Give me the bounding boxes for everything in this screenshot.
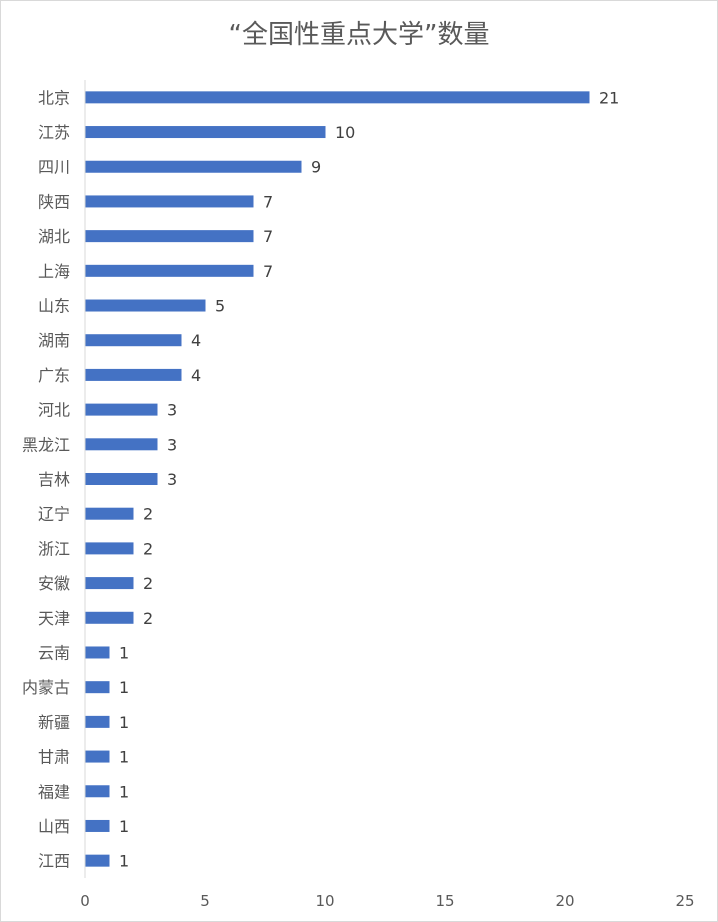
data-label: 2	[143, 609, 153, 628]
category-label: 浙江	[38, 539, 70, 558]
data-label: 7	[263, 262, 273, 281]
category-label: 江西	[38, 852, 70, 871]
category-label: 天津	[38, 609, 70, 628]
data-label: 4	[191, 366, 201, 385]
bar	[85, 299, 206, 312]
bar	[85, 334, 182, 347]
category-label: 新疆	[38, 713, 70, 732]
x-tick-label: 10	[315, 892, 334, 910]
data-label: 2	[143, 505, 153, 524]
bar	[85, 750, 110, 763]
bar	[85, 646, 110, 659]
bar	[85, 542, 134, 555]
data-label: 7	[263, 227, 273, 246]
bar	[85, 91, 590, 104]
category-label: 山西	[38, 817, 70, 836]
data-label: 5	[215, 297, 225, 316]
bar	[85, 473, 158, 485]
data-label: 9	[311, 158, 321, 177]
data-label: 1	[119, 748, 129, 767]
category-label: 辽宁	[38, 505, 70, 524]
category-label: 吉林	[38, 470, 70, 489]
x-tick-label: 20	[555, 892, 574, 910]
data-label: 10	[335, 123, 355, 142]
category-label: 陕西	[38, 192, 70, 211]
data-label: 1	[119, 713, 129, 732]
data-label: 1	[119, 782, 129, 801]
data-label: 21	[599, 88, 619, 107]
data-label: 2	[143, 539, 153, 558]
category-label: 山东	[38, 297, 70, 316]
x-tick-label: 0	[80, 892, 90, 910]
category-label: 上海	[38, 262, 70, 281]
data-label: 4	[191, 331, 201, 350]
category-label: 安徽	[38, 574, 70, 593]
chart-title: “全国性重点大学”数量	[228, 20, 490, 50]
bar	[85, 160, 302, 173]
bar	[85, 854, 110, 867]
bar	[85, 819, 110, 832]
data-label: 3	[167, 470, 177, 489]
x-tick-label: 5	[200, 892, 210, 910]
bar	[85, 126, 326, 139]
data-label: 1	[119, 817, 129, 836]
data-label: 1	[119, 643, 129, 662]
data-label: 3	[167, 401, 177, 420]
category-label: 甘肃	[38, 748, 70, 767]
category-label: 内蒙古	[22, 678, 70, 697]
bar	[85, 403, 158, 416]
bar	[85, 507, 134, 520]
category-label: 湖南	[38, 331, 70, 350]
bar	[85, 681, 110, 694]
data-label: 1	[119, 852, 129, 871]
bar	[85, 230, 254, 243]
category-label: 北京	[38, 88, 70, 107]
bar	[85, 195, 254, 208]
bar	[85, 715, 110, 728]
bar	[85, 438, 158, 451]
category-label: 江苏	[38, 123, 70, 142]
bar	[85, 611, 134, 624]
bar	[85, 368, 182, 381]
data-label: 2	[143, 574, 153, 593]
x-tick-label: 15	[435, 892, 454, 910]
category-label: 黑龙江	[22, 435, 70, 454]
category-label: 湖北	[38, 227, 70, 246]
category-label: 广东	[38, 366, 70, 385]
bar	[85, 577, 134, 590]
category-label: 河北	[38, 401, 70, 420]
x-tick-label: 25	[675, 892, 694, 910]
data-label: 1	[119, 678, 129, 697]
category-label: 四川	[38, 158, 70, 177]
category-label: 福建	[38, 782, 70, 801]
bar	[85, 785, 110, 798]
bar	[85, 264, 254, 277]
category-label: 云南	[38, 643, 70, 662]
data-label: 7	[263, 192, 273, 211]
data-label: 3	[167, 435, 177, 454]
